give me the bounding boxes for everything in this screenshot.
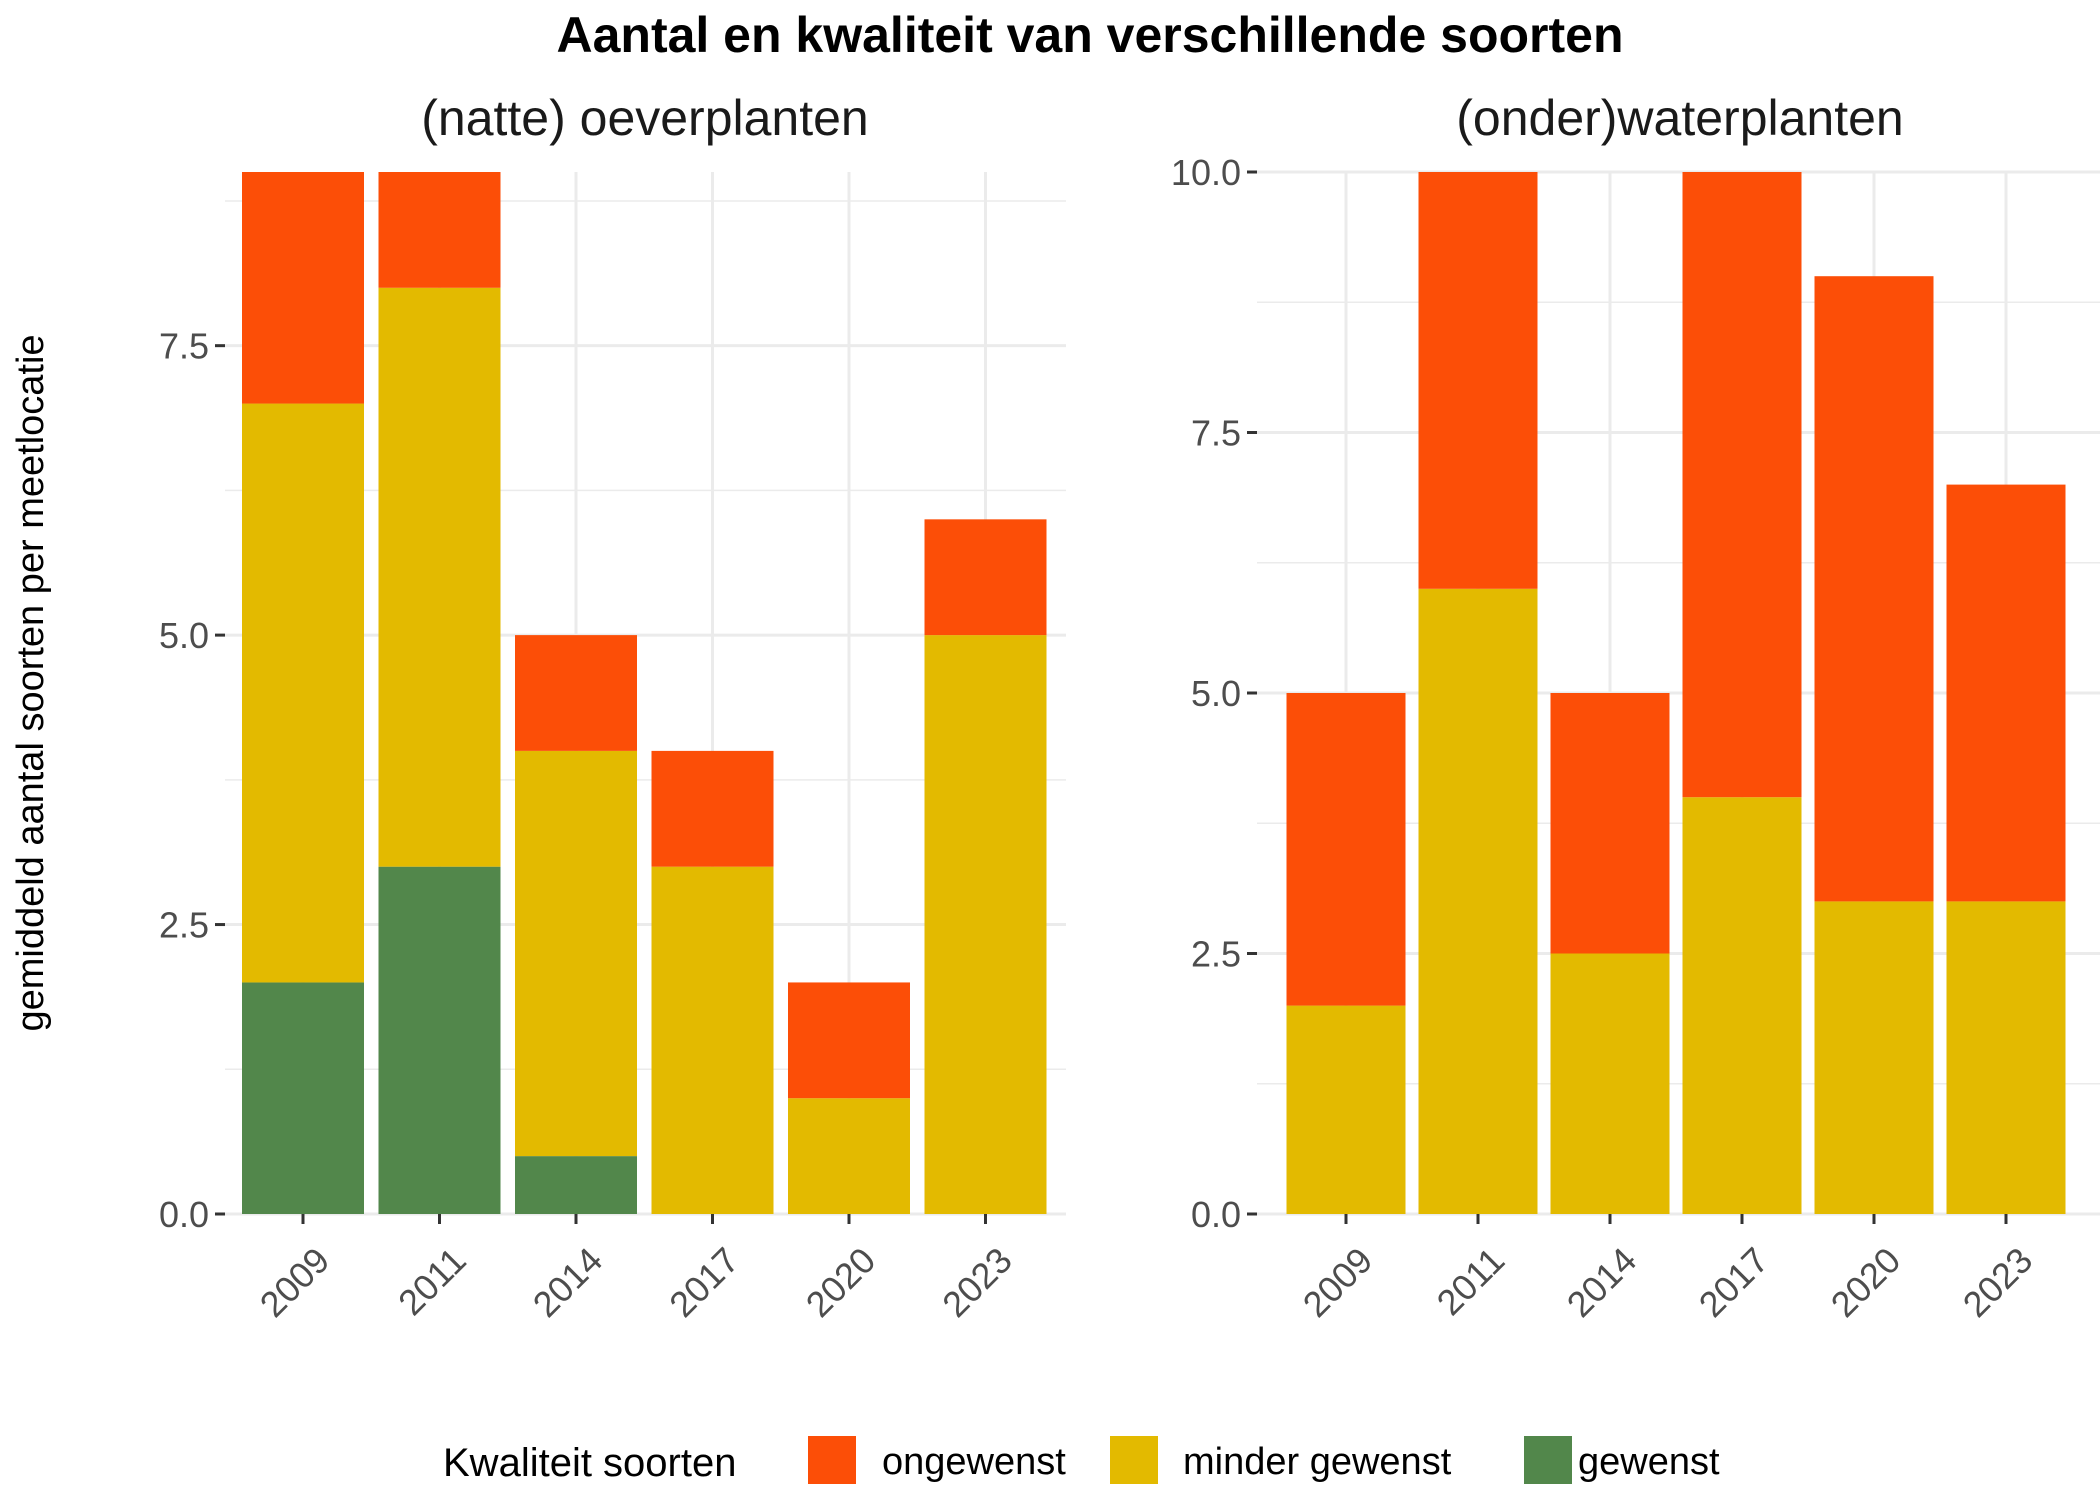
y-tick-label: 0.0 [1191, 1194, 1241, 1235]
y-tick-label: 0.0 [159, 1194, 209, 1235]
bar-2011-ongewenst [378, 172, 501, 288]
x-tick-label: 2009 [252, 1239, 338, 1325]
panel-title-waterplanten: (onder)waterplanten [1456, 90, 1904, 146]
bar-2023-minder-gewenst [924, 635, 1047, 1214]
legend-label-minder-gewenst: minder gewenst [1183, 1441, 1452, 1483]
bar-2014-ongewenst [1550, 693, 1670, 954]
x-tick-label: 2011 [390, 1239, 474, 1323]
x-tick-label: 2020 [798, 1239, 884, 1325]
bar-2009-minder-gewenst [242, 403, 364, 983]
legend-label-ongewenst: ongewenst [882, 1441, 1066, 1483]
bar-2009-minder-gewenst [1286, 1005, 1406, 1214]
bar-2011-minder-gewenst [1418, 588, 1538, 1214]
panel-title-oeverplanten: (natte) oeverplanten [421, 90, 869, 146]
y-tick-label: 7.5 [159, 326, 209, 367]
bar-2020-minder-gewenst [788, 1098, 910, 1214]
y-tick-label: 7.5 [1191, 413, 1241, 454]
panel-oeverplanten: (natte) oeverplanten 0.0 2.5 5.0 7.5 2009 201… [159, 90, 1066, 1325]
x-tick-label: 2017 [661, 1239, 747, 1325]
y-tick-label: 10.0 [1171, 152, 1241, 193]
bar-2017-minder-gewenst [1682, 797, 1802, 1214]
bar-2023-ongewenst [924, 519, 1047, 636]
legend-title: Kwaliteit soorten [443, 1441, 736, 1485]
bar-2009-gewenst [242, 982, 364, 1214]
bar-2017-minder-gewenst [651, 866, 774, 1214]
bar-2020-ongewenst [788, 982, 910, 1099]
bar-2020-minder-gewenst [1814, 901, 1934, 1214]
legend-swatch-ongewenst [808, 1436, 856, 1484]
legend-label-gewenst: gewenst [1578, 1441, 1720, 1483]
y-tick-label: 5.0 [1191, 673, 1241, 714]
bar-2023-ongewenst [1946, 484, 2066, 902]
bar-2011-gewenst [378, 866, 501, 1214]
bars-oeverplanten [242, 172, 1047, 1214]
y-tick-label: 5.0 [159, 615, 209, 656]
x-tick-label: 2009 [1295, 1239, 1381, 1325]
x-tick-label: 2014 [525, 1239, 611, 1325]
x-tick-label: 2020 [1823, 1239, 1909, 1325]
bar-2014-ongewenst [515, 635, 637, 751]
y-tick-label: 2.5 [1191, 934, 1241, 975]
chart-title: Aantal en kwaliteit van verschillende so… [556, 7, 1623, 63]
bar-2017-ongewenst [1682, 172, 1802, 798]
bar-2014-gewenst [515, 1156, 637, 1214]
bar-2020-ongewenst [1814, 276, 1934, 902]
x-tick-label: 2023 [934, 1239, 1020, 1325]
y-tick-label: 2.5 [159, 905, 209, 946]
bar-2009-ongewenst [242, 172, 364, 404]
bar-2009-ongewenst [1286, 693, 1406, 1006]
legend-swatch-minder-gewenst [1110, 1436, 1158, 1484]
y-axis-title: gemiddeld aantal soorten per meetlocatie [10, 334, 52, 1031]
x-tick-label: 2014 [1559, 1239, 1645, 1325]
bar-2011-ongewenst [1418, 172, 1538, 589]
x-tick-label: 2023 [1955, 1239, 2041, 1325]
x-tick-label: 2011 [1429, 1239, 1513, 1323]
bar-2014-minder-gewenst [1550, 953, 1670, 1214]
legend-swatch-gewenst [1524, 1436, 1572, 1484]
bar-2014-minder-gewenst [515, 750, 637, 1157]
x-tick-label: 2017 [1691, 1239, 1777, 1325]
panel-waterplanten: (onder)waterplanten 0.0 2.5 5.0 7.5 10.0 2009… [1171, 90, 2100, 1325]
bars-waterplanten [1286, 172, 2066, 1214]
bar-2011-minder-gewenst [378, 287, 501, 867]
legend: Kwaliteit soorten ongewenst minder gewen… [443, 1436, 1720, 1485]
bar-2017-ongewenst [651, 750, 774, 867]
bar-2023-minder-gewenst [1946, 901, 2066, 1214]
